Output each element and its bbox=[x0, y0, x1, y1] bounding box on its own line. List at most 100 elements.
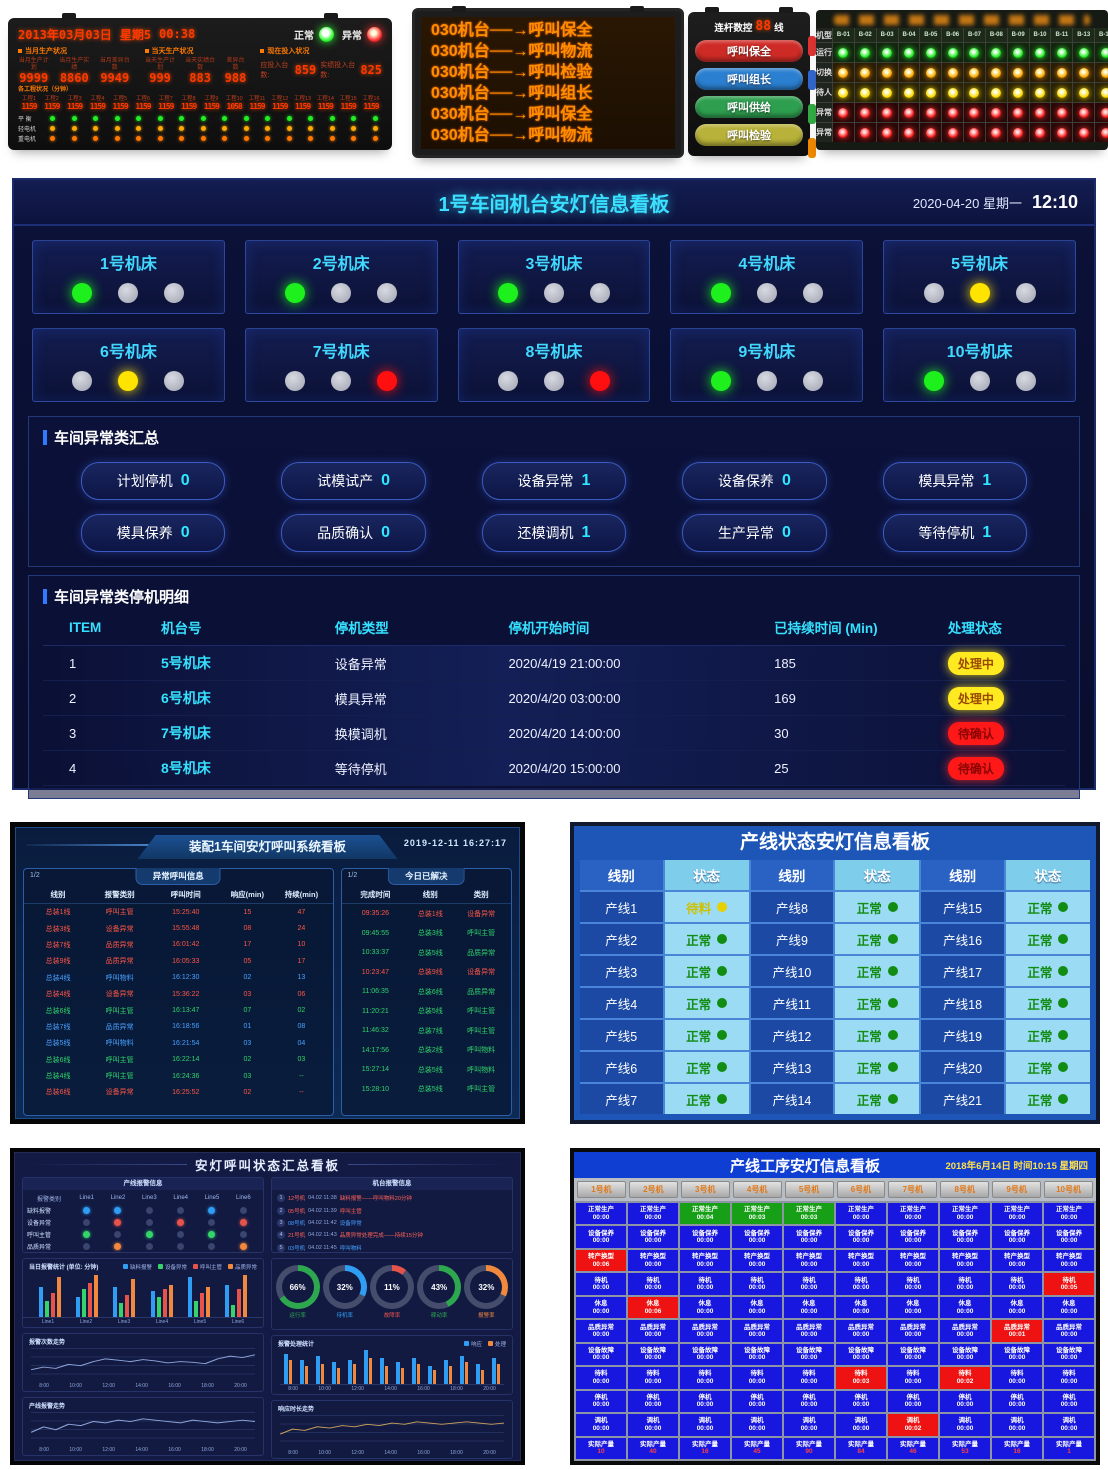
machine-header-button[interactable]: 2号机 bbox=[628, 1181, 678, 1198]
matrix-led-cell bbox=[1095, 123, 1108, 142]
status-badge[interactable]: 处理中 bbox=[947, 686, 1004, 710]
process-cell-value: 00:00 bbox=[696, 1424, 714, 1432]
machine-status-panel[interactable]: 8号机床 bbox=[457, 328, 651, 402]
line-name-cell: 产线20 bbox=[921, 1052, 1004, 1082]
row-item-number: 2 bbox=[69, 690, 77, 706]
led-dot-icon bbox=[1078, 67, 1089, 78]
process-cell-value: 00:00 bbox=[904, 1284, 922, 1292]
abnormal-type-button[interactable]: 模具异常 1 bbox=[882, 462, 1027, 500]
status-dot-icon bbox=[222, 115, 228, 121]
machine-status-panel[interactable]: 7号机床 bbox=[244, 328, 438, 402]
status-badge[interactable]: 待确认 bbox=[947, 756, 1004, 780]
process-cell-label: 停机 bbox=[1062, 1393, 1076, 1401]
machine-header-button[interactable]: 7号机 bbox=[888, 1181, 938, 1198]
machine-status-panel[interactable]: 4号机床 bbox=[670, 240, 864, 314]
process-cell-label: 正常生产 bbox=[1056, 1206, 1082, 1214]
abnormal-type-button[interactable]: 设备保养 0 bbox=[682, 462, 827, 500]
process-cell-value: 00:00 bbox=[748, 1237, 766, 1245]
status-dot-icon bbox=[308, 125, 314, 131]
abnormal-type-button[interactable]: 计划停机 0 bbox=[81, 462, 226, 500]
process-status-cell: 停机 00:00 bbox=[1044, 1390, 1094, 1413]
abnormal-type-button[interactable]: 生产异常 0 bbox=[682, 514, 827, 552]
led-dot-icon bbox=[1013, 87, 1024, 98]
machine-header-button[interactable]: 8号机 bbox=[940, 1181, 990, 1198]
page-indicator[interactable]: 1/2 bbox=[347, 872, 358, 879]
process-status-cell: 设备保养 00:00 bbox=[836, 1226, 886, 1248]
status-dot-icon bbox=[114, 125, 120, 131]
alarm-dot-icon bbox=[239, 1230, 247, 1238]
donut-caption: 稼动率 bbox=[430, 1313, 448, 1319]
abnormal-type-button[interactable]: 试模试产 0 bbox=[281, 462, 426, 500]
line-name-cell: 产线21 bbox=[921, 1084, 1004, 1114]
process-status-cell: 转产换型 00:00 bbox=[836, 1249, 886, 1272]
line-state-text: 正常 bbox=[686, 933, 712, 948]
abnormal-type-button[interactable]: 设备异常 1 bbox=[481, 462, 627, 500]
alarm-type: 呼叫物料 bbox=[105, 1040, 134, 1048]
machine-header-button[interactable]: 4号机 bbox=[732, 1181, 782, 1198]
line-name-cell: 产线8 bbox=[750, 892, 834, 922]
abnormal-call-panel: 1/2 异常呼叫信息 线别 报警类别 呼叫时间 响应(min) 持续(min) … bbox=[23, 868, 334, 1116]
call-box-line-number: 88 bbox=[755, 19, 772, 34]
bar bbox=[288, 1360, 292, 1384]
machine-header-button[interactable]: 6号机 bbox=[836, 1181, 886, 1198]
machine-header-button[interactable]: 10号机 bbox=[1044, 1181, 1093, 1198]
machine-link[interactable]: 8号机床 bbox=[160, 760, 211, 776]
bar bbox=[231, 1305, 236, 1317]
process-cell-value: 00:00 bbox=[592, 1307, 610, 1315]
matrix-led-cell bbox=[833, 63, 854, 82]
machine-status-light-icon bbox=[756, 371, 777, 391]
machine-header-button[interactable]: 3号机 bbox=[680, 1181, 730, 1198]
chart-title: 报警处理统计 bbox=[278, 1342, 315, 1348]
led-dot-icon bbox=[991, 87, 1002, 98]
status-badge[interactable]: 处理中 bbox=[947, 651, 1004, 675]
process-value: 1159 bbox=[249, 102, 265, 111]
process-status-cell: 待机 00:00 bbox=[784, 1273, 834, 1295]
matrix-led-cell bbox=[1051, 123, 1073, 142]
process-counter: 工程2 1159 bbox=[41, 94, 63, 111]
bar bbox=[364, 1350, 368, 1384]
machine-status-panel[interactable]: 2号机床 bbox=[244, 240, 438, 314]
abnormal-type-button[interactable]: 模具保养 0 bbox=[81, 514, 226, 552]
row-item-number: 4 bbox=[69, 760, 77, 776]
machine-header-button[interactable]: 9号机 bbox=[992, 1181, 1042, 1198]
machine-header-button[interactable]: 5号机 bbox=[784, 1181, 834, 1198]
abnormal-type-label: 生产异常 bbox=[717, 525, 774, 541]
machine-status-panel[interactable]: 5号机床 bbox=[883, 240, 1076, 314]
line-state-text: 正常 bbox=[1027, 1029, 1053, 1044]
process-cell-value: 00:00 bbox=[696, 1330, 714, 1338]
process-cell-value: 00:00 bbox=[852, 1260, 870, 1268]
machine-status-panel[interactable]: 6号机床 bbox=[32, 328, 225, 402]
matrix-led-cell bbox=[985, 43, 1007, 62]
machine-status-panel[interactable]: 10号机床 bbox=[883, 328, 1076, 402]
status-dot-icon bbox=[243, 135, 249, 141]
process-cell-value: 00:00 bbox=[644, 1260, 662, 1268]
process-cell-label: 正常生产 bbox=[588, 1206, 614, 1214]
machine-link[interactable]: 5号机床 bbox=[160, 655, 211, 671]
machine-link[interactable]: 7号机床 bbox=[160, 725, 211, 741]
status-badge[interactable]: 待确认 bbox=[947, 721, 1004, 745]
machine-status-panel[interactable]: 1号机床 bbox=[32, 240, 225, 314]
machine-status-panel[interactable]: 3号机床 bbox=[457, 240, 651, 314]
donut-stat: 66% 运行率 bbox=[275, 1265, 320, 1319]
process-status-cell: 转产换型 00:00 bbox=[680, 1249, 730, 1272]
process-cell-value: 1 bbox=[1067, 1448, 1071, 1456]
matrix-led-cell bbox=[833, 103, 854, 122]
process-cell-value: 00:00 bbox=[800, 1401, 818, 1409]
bar-group bbox=[113, 1279, 136, 1317]
status-dot-icon bbox=[179, 125, 185, 131]
abnormal-type-button[interactable]: 等待停机 1 bbox=[882, 514, 1027, 552]
bar bbox=[416, 1364, 420, 1384]
alarm-dot-icon bbox=[83, 1242, 91, 1250]
process-counter: 工程1 1159 bbox=[18, 94, 40, 111]
machine-status-light-icon bbox=[118, 371, 139, 391]
machine-header-button[interactable]: 1号机 bbox=[577, 1181, 626, 1198]
page-indicator[interactable]: 1/2 bbox=[30, 872, 40, 879]
process-status-cell: 设备保养 00:00 bbox=[628, 1226, 678, 1248]
bar bbox=[316, 1356, 320, 1384]
matrix-led-cell bbox=[898, 63, 920, 82]
machine-link[interactable]: 6号机床 bbox=[160, 690, 211, 706]
machine-status-panel[interactable]: 9号机床 bbox=[670, 328, 864, 402]
process-cell-label: 停机 bbox=[594, 1393, 608, 1401]
abnormal-type-button[interactable]: 还模调机 1 bbox=[481, 514, 627, 552]
abnormal-type-button[interactable]: 品质确认 0 bbox=[281, 514, 426, 552]
